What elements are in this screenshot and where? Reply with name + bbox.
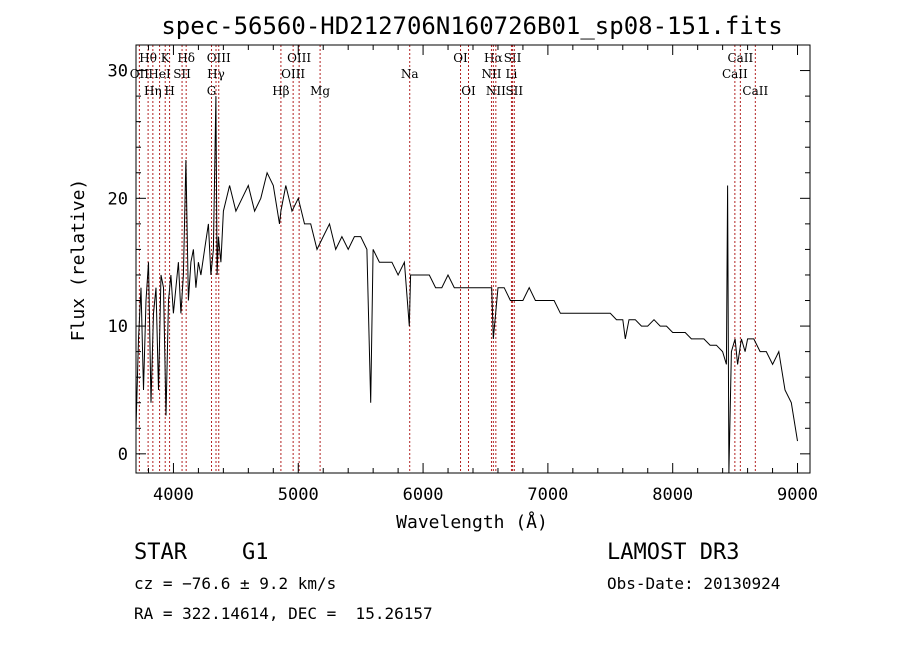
y-tick-label: 20 [108, 189, 128, 209]
observation-date: Obs-Date: 20130924 [607, 574, 781, 593]
marker-label: Li [506, 67, 518, 81]
spectrum-line [135, 96, 798, 474]
marker-label: Hβ [272, 84, 289, 98]
x-tick-label: 4000 [153, 485, 194, 505]
marker-label: CaII [742, 84, 768, 98]
object-class: STAR [134, 540, 187, 565]
y-tick-label: 10 [108, 317, 128, 337]
object-subclass: G1 [242, 540, 269, 565]
marker-label: NII [481, 67, 501, 81]
marker-label: H [164, 84, 174, 98]
y-tick-label: 0 [118, 445, 128, 465]
marker-label: OIII [207, 51, 231, 65]
chart-title: spec-56560-HD212706N160726B01_sp08-151.f… [161, 12, 782, 40]
marker-label: Hθ [139, 51, 157, 65]
coordinates-text: RA = 322.14614, DEC = 15.26157 [134, 604, 433, 623]
marker-label: K [161, 51, 171, 65]
marker-label: OI [453, 51, 468, 65]
marker-label: OIII [281, 67, 305, 81]
marker-label: SII [173, 67, 191, 81]
axis-ticks: 4000 5000 6000 7000 8000 9000 0 10 20 30 [108, 45, 818, 505]
marker-label: OIII [287, 51, 311, 65]
marker-label: OII [130, 67, 150, 81]
marker-label: Mg [310, 84, 330, 98]
marker-label: NII [486, 84, 506, 98]
x-tick-label: 9000 [777, 485, 818, 505]
y-tick-label: 30 [108, 62, 128, 82]
marker-label: G [207, 84, 217, 98]
x-tick-label: 6000 [403, 485, 444, 505]
marker-label: Hδ [177, 51, 195, 65]
x-tick-label: 7000 [527, 485, 568, 505]
marker-label: SII [505, 84, 523, 98]
x-axis-label: Wavelength (Å) [396, 511, 548, 533]
marker-label: Hα [484, 51, 503, 65]
x-tick-label: 8000 [652, 485, 693, 505]
marker-label: Hγ [207, 67, 225, 81]
marker-label: Hη [144, 84, 162, 98]
marker-label: OI [461, 84, 476, 98]
plot-frame [135, 44, 811, 474]
marker-label: CaII [722, 67, 748, 81]
x-tick-label: 5000 [278, 485, 319, 505]
marker-label: CaII [727, 51, 753, 65]
marker-label: SII [504, 51, 522, 65]
survey-name: LAMOST DR3 [607, 540, 740, 565]
marker-label: HeI [148, 67, 171, 81]
redshift-text: cz = −76.6 ± 9.2 km/s [134, 574, 337, 593]
marker-label: Na [401, 67, 419, 81]
y-axis-label: Flux (relative) [68, 179, 89, 342]
